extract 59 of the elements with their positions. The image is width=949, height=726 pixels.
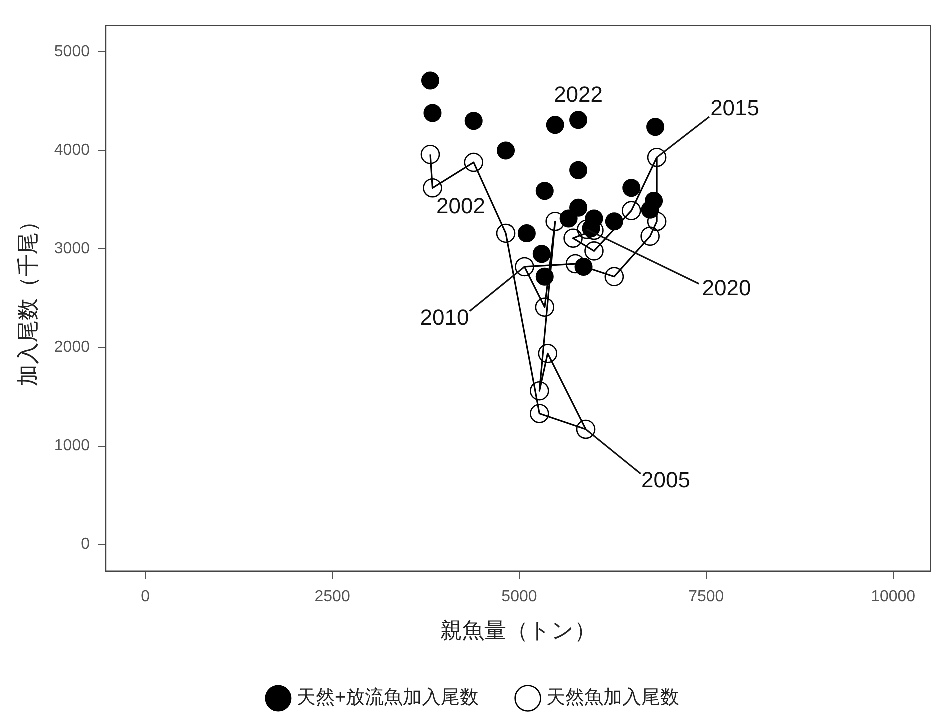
point (497, 142, 516, 160)
y-tick-label: 4000 (54, 142, 90, 160)
point (464, 112, 483, 130)
point (584, 242, 604, 261)
point (546, 212, 566, 232)
annotation: 2022 (554, 82, 604, 108)
annotation: 2010 (420, 305, 470, 330)
point (421, 72, 440, 90)
point (570, 198, 588, 217)
annotation: 2020 (702, 276, 752, 301)
point (564, 228, 583, 248)
point (532, 245, 551, 264)
x-tick-label: 0 (141, 588, 150, 606)
point (576, 420, 596, 440)
point (536, 268, 554, 286)
point (570, 161, 588, 180)
point (566, 254, 586, 274)
point (622, 179, 641, 198)
point (464, 152, 484, 172)
point (536, 182, 554, 200)
point (515, 257, 534, 277)
point (570, 111, 588, 130)
x-axis-title: 親魚量（トン） (440, 618, 596, 643)
point (641, 200, 660, 219)
y-axis-title: 加入尾数（千尾） (15, 210, 40, 386)
y-tick-label: 3000 (54, 240, 90, 258)
annotation: 2005 (642, 468, 690, 493)
point (546, 116, 564, 134)
point (518, 224, 536, 242)
legend-label: 天然魚加入尾数 (546, 688, 680, 709)
x-tick-label: 10000 (871, 588, 916, 606)
point (605, 212, 624, 231)
y-tick-label: 2000 (54, 339, 90, 356)
point (574, 258, 593, 276)
point (538, 344, 558, 364)
point (424, 104, 442, 122)
point (604, 267, 624, 286)
x-tick-label: 5000 (502, 588, 538, 606)
annotation: 2002 (436, 194, 486, 219)
point (423, 178, 442, 198)
point (622, 201, 642, 220)
point (496, 224, 516, 244)
legend-label: 天然+放流魚加入尾数 (296, 686, 480, 709)
annotation: 2015 (710, 96, 760, 121)
y-tick-label: 1000 (54, 438, 90, 455)
point (530, 404, 550, 424)
point (420, 145, 440, 164)
x-tick-label: 7500 (688, 588, 724, 606)
point (530, 381, 550, 401)
point (535, 298, 555, 318)
point (560, 210, 578, 228)
point (647, 212, 667, 232)
point (646, 118, 665, 136)
y-tick-label: 5000 (54, 44, 90, 61)
point (640, 226, 660, 246)
x-tick-label: 2500 (314, 588, 350, 606)
point (647, 148, 667, 168)
point (582, 220, 600, 238)
y-tick-label: 0 (81, 536, 90, 554)
